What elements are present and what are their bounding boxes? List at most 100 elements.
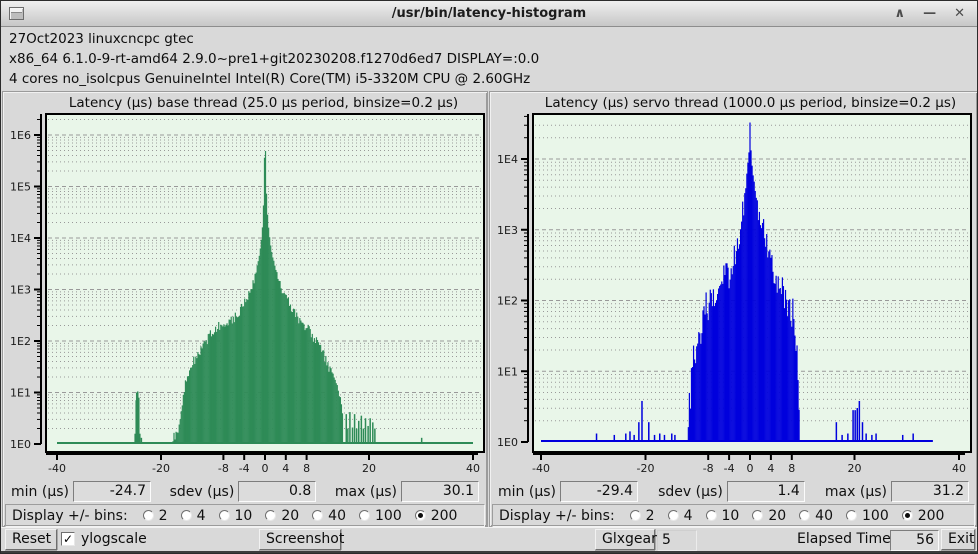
svg-text:1E6: 1E6 — [10, 129, 31, 142]
svg-text:-20: -20 — [152, 462, 170, 475]
system-info-line1: 27Oct2023 linuxcncpc gtec — [9, 31, 194, 47]
bins-radio-label: 40 — [328, 507, 346, 524]
bins-radio-label: 20 — [768, 507, 787, 524]
ylogscale-checkbox[interactable]: ✓ — [61, 532, 75, 546]
svg-text:1E0: 1E0 — [10, 438, 31, 451]
svg-text:-4: -4 — [724, 462, 735, 475]
reset-button[interactable]: Reset — [5, 529, 57, 550]
bins-radio-200[interactable]: 200 — [901, 507, 945, 524]
sdev-label: sdev (µs) — [658, 483, 723, 500]
radio-icon[interactable] — [752, 510, 764, 521]
radio-icon[interactable] — [667, 510, 679, 521]
base-thread-stats-row: min (µs) -24.7 sdev (µs) 0.8 max (µs) 30… — [5, 479, 485, 504]
radio-icon[interactable] — [799, 510, 811, 521]
bins-radio-10[interactable]: 10 — [705, 507, 740, 524]
svg-text:0: 0 — [747, 462, 754, 475]
bottom-bar: Reset ✓ ylogscale Screenshot Glxgears 5 … — [1, 527, 977, 551]
glxgears-button[interactable]: Glxgears — [595, 529, 664, 550]
bins-radio-label: 100 — [375, 507, 402, 524]
radio-icon[interactable] — [359, 510, 370, 521]
glxgears-count-entry[interactable]: 5 — [657, 530, 697, 551]
max-entry[interactable]: 30.1 — [401, 481, 479, 502]
bins-radio-20[interactable]: 20 — [752, 508, 786, 524]
svg-text:1E2: 1E2 — [10, 335, 31, 348]
svg-text:40: 40 — [952, 462, 966, 475]
min-entry[interactable]: -24.7 — [72, 481, 151, 502]
sdev-entry[interactable]: 0.8 — [238, 481, 317, 502]
radio-icon[interactable] — [180, 510, 192, 521]
window-icon — [9, 7, 24, 20]
svg-text:40: 40 — [466, 462, 480, 475]
bins-radio-4[interactable]: 4 — [180, 508, 206, 524]
bins-radio-4[interactable]: 4 — [667, 508, 693, 524]
bins-radio-group: 2 4 10 20 40 100 200 — [142, 507, 457, 524]
max-label: max (µs) — [334, 483, 397, 500]
bins-radio-40[interactable]: 40 — [799, 508, 833, 524]
sdev-entry[interactable]: 1.4 — [726, 481, 805, 502]
svg-text:4: 4 — [282, 462, 289, 475]
svg-text:1E2: 1E2 — [497, 295, 518, 308]
shade-icon[interactable]: ∧ — [894, 6, 906, 21]
svg-text:1E4: 1E4 — [497, 153, 518, 166]
base-thread-chart-title: Latency (µs) base thread (25.0 µs period… — [68, 95, 459, 111]
bins-radio-label: 2 — [158, 507, 168, 524]
radio-icon[interactable] — [629, 510, 641, 521]
svg-text:0: 0 — [262, 462, 269, 475]
bins-radio-2[interactable]: 2 — [142, 507, 168, 524]
ylogscale-label: ylogscale — [81, 531, 147, 547]
svg-text:8: 8 — [788, 462, 795, 475]
min-entry[interactable]: -29.4 — [559, 481, 638, 502]
svg-text:1E1: 1E1 — [10, 387, 31, 400]
close-icon[interactable]: ✕ — [954, 6, 965, 21]
svg-text:-8: -8 — [703, 462, 714, 475]
base-thread-bins-row: Display +/- bins: 2 4 10 20 40 100 200 — [5, 504, 485, 527]
min-label: min (µs) — [11, 483, 69, 500]
bins-radio-20[interactable]: 20 — [265, 508, 299, 524]
svg-text:-40: -40 — [48, 462, 66, 475]
exit-button[interactable]: Exit — [941, 529, 975, 550]
radio-icon[interactable] — [312, 510, 324, 521]
svg-text:20: 20 — [362, 462, 376, 475]
svg-text:4: 4 — [767, 462, 774, 475]
titlebar-controls: ∧ — ✕ — [895, 1, 965, 27]
minimize-icon[interactable]: — — [923, 6, 937, 21]
system-info: 27Oct2023 linuxcncpc gtec x86_64 6.1.0-9… — [9, 29, 973, 89]
svg-text:-8: -8 — [218, 462, 229, 475]
screenshot-button[interactable]: Screenshot — [259, 529, 344, 550]
radio-icon[interactable] — [705, 510, 717, 521]
bins-radio-100[interactable]: 100 — [846, 508, 889, 524]
bins-radio-label: 2 — [645, 507, 655, 524]
bins-radio-40[interactable]: 40 — [312, 508, 346, 524]
svg-text:1E4: 1E4 — [10, 232, 31, 245]
display-bins-label: Display +/- bins: — [12, 507, 128, 524]
radio-selected-icon[interactable] — [901, 510, 913, 521]
svg-text:1E0: 1E0 — [497, 436, 518, 449]
servo-thread-bins-row: Display +/- bins: 2 4 10 20 40 100 200 — [492, 504, 975, 527]
servo-thread-panel: 1E0 1E1 1E2 1E3 1E4 -40 -20 -8 -4 0 4 8 20 40 Latency… — [489, 91, 977, 527]
base-thread-panel: 1E0 1E1 1E2 1E3 1E4 1E5 1E6 -40 -20 -8 -4 0 4 8 20 40 L… — [2, 91, 488, 527]
radio-icon[interactable] — [142, 510, 154, 521]
radio-icon[interactable] — [265, 510, 277, 521]
bins-radio-label: 200 — [917, 507, 945, 524]
bins-radio-200[interactable]: 200 — [414, 508, 457, 524]
bins-radio-10[interactable]: 10 — [218, 508, 252, 524]
bins-radio-label: 10 — [721, 507, 740, 524]
bins-radio-100[interactable]: 100 — [359, 508, 402, 524]
radio-icon[interactable] — [218, 510, 230, 521]
radio-selected-icon[interactable] — [414, 510, 426, 521]
window-bottom-edge — [1, 551, 977, 553]
min-label: min (µs) — [498, 483, 556, 500]
servo-thread-stats-row: min (µs) -29.4 sdev (µs) 1.4 max (µs) 31… — [492, 479, 975, 504]
elapsed-time-entry[interactable]: 56 — [890, 530, 939, 551]
svg-text:1E1: 1E1 — [497, 365, 518, 378]
radio-icon[interactable] — [846, 510, 857, 521]
svg-text:1E5: 1E5 — [10, 181, 31, 194]
servo-thread-chart-title: Latency (µs) servo thread (1000.0 µs per… — [544, 95, 957, 111]
svg-text:8: 8 — [303, 462, 310, 475]
system-info-line2: x86_64 6.1.0-9-rt-amd64 2.9.0~pre1+git20… — [9, 51, 540, 67]
bins-radio-2[interactable]: 2 — [629, 507, 655, 524]
titlebar[interactable]: /usr/bin/latency-histogram ∧ — ✕ — [1, 1, 977, 27]
max-entry[interactable]: 31.2 — [891, 481, 969, 502]
